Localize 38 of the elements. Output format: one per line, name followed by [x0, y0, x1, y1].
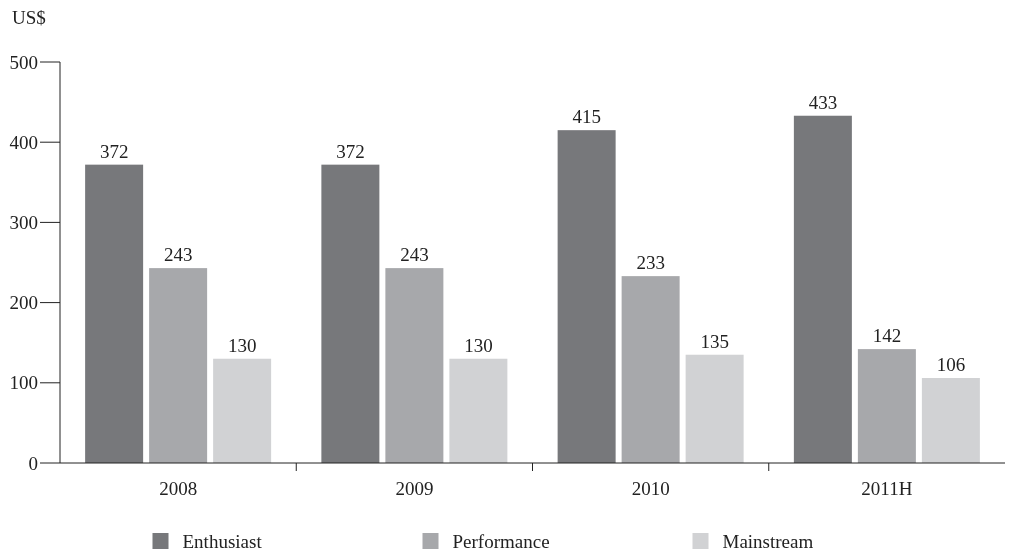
y-tick-label: 0 — [28, 452, 38, 474]
data-label: 233 — [636, 252, 665, 274]
y-tick-label: 400 — [9, 131, 38, 153]
bar — [557, 130, 616, 463]
bar — [149, 268, 208, 463]
legend-label: Enthusiast — [182, 531, 263, 552]
data-label: 106 — [936, 353, 966, 375]
y-tick-label: 200 — [9, 292, 38, 314]
legend-label: Performance — [452, 531, 550, 552]
data-label: 130 — [227, 334, 257, 356]
bar — [685, 354, 744, 463]
bar — [857, 349, 916, 463]
bar — [621, 276, 680, 463]
data-label: 433 — [808, 91, 838, 113]
x-tick-label: 2009 — [395, 478, 434, 499]
bar — [793, 115, 852, 463]
bar — [213, 358, 272, 463]
data-label: 415 — [572, 106, 601, 128]
data-label: 130 — [464, 334, 493, 356]
x-tick-label: 2008 — [159, 478, 198, 499]
data-label: 372 — [336, 140, 365, 162]
bar — [385, 268, 444, 463]
x-tick-label: 2011H — [861, 478, 913, 499]
y-tick-label: 500 — [9, 51, 38, 73]
x-tick-label: 2010 — [631, 478, 670, 499]
bar — [921, 377, 980, 463]
data-label: 372 — [99, 140, 129, 162]
data-label: 135 — [700, 330, 729, 352]
data-label: 243 — [400, 244, 429, 266]
bar — [449, 358, 508, 463]
data-label: 142 — [872, 325, 902, 347]
bar — [85, 164, 144, 463]
legend-label: Mainstream — [722, 531, 814, 552]
y-tick-label: 100 — [9, 372, 38, 394]
bar — [321, 164, 380, 463]
y-axis-title: US$ — [12, 7, 46, 28]
data-label: 243 — [163, 244, 193, 266]
y-tick-label: 300 — [9, 212, 38, 234]
